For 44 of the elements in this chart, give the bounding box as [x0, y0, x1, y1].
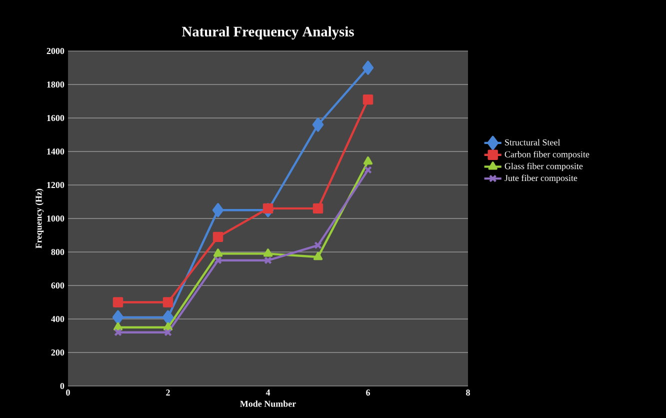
point: [163, 322, 173, 330]
legend-label: Structural Steel: [505, 139, 560, 146]
x-tick-label: 8: [466, 390, 470, 396]
y-tick-label: 1600: [47, 114, 64, 122]
x-tick-label: 4: [266, 390, 270, 396]
point: [262, 203, 274, 214]
y-tick-label: 800: [51, 248, 64, 256]
point: [212, 203, 224, 218]
y-tick-label: 400: [51, 316, 64, 322]
point: [312, 118, 324, 132]
point: [313, 252, 323, 260]
y-tick-label: 1200: [47, 182, 64, 188]
x-tick-label: 2: [166, 390, 170, 396]
x-axis-title: Mode Number: [240, 400, 296, 407]
y-tick-label: 1000: [47, 215, 64, 222]
y-tick-label: 600: [51, 282, 64, 289]
legend-label: Carbon fiber composite: [504, 150, 590, 160]
point: [363, 156, 373, 165]
y-axis-title: Frequency (Hz): [35, 188, 44, 248]
point: [263, 248, 273, 257]
y-tick-label: 200: [51, 349, 64, 356]
point: [312, 203, 324, 214]
point: [164, 328, 172, 336]
point: [362, 94, 374, 105]
point: [362, 60, 374, 75]
point: [112, 297, 124, 308]
y-tick-label: 1400: [47, 148, 64, 155]
point: [212, 232, 224, 242]
point: [264, 256, 272, 264]
x-tick-label: 0: [66, 390, 70, 396]
point: [112, 310, 124, 324]
point: [314, 241, 322, 250]
point: [213, 248, 223, 257]
point: [214, 256, 222, 264]
y-tick-label: 2000: [46, 48, 64, 54]
legend-label: Jute fiber composite: [504, 174, 578, 183]
x-tick-label: 6: [366, 390, 370, 396]
point: [162, 310, 174, 324]
y-tick-label: 1800: [47, 81, 64, 88]
point: [113, 322, 123, 330]
point: [162, 297, 174, 308]
chart-title: Natural Frequency Analysis: [182, 26, 354, 40]
y-tick-label: 0: [60, 382, 64, 390]
legend-label: Glass fiber composite: [504, 162, 583, 172]
